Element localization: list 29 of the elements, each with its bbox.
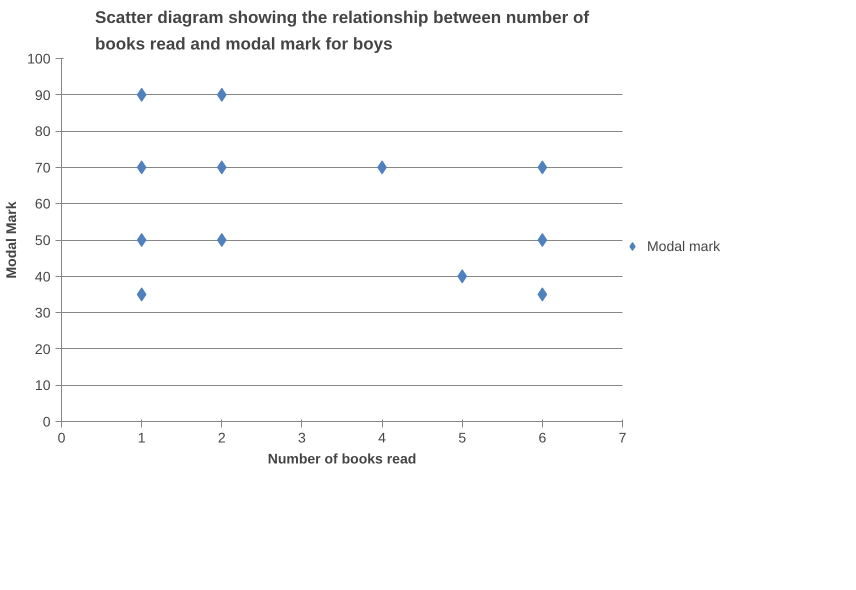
- point: [216, 160, 227, 174]
- y-axis-title: Modal Mark: [3, 201, 20, 279]
- x-axis-title: Number of books read: [268, 450, 416, 466]
- y-tick-label: 40: [34, 268, 51, 284]
- y-tick-label: 100: [27, 50, 51, 66]
- y-tick-label: 80: [34, 123, 51, 140]
- x-tick-label: 3: [298, 430, 306, 446]
- y-tick-label: 70: [34, 159, 51, 176]
- y-tick-label: 20: [34, 340, 51, 357]
- x-tick-label: 7: [618, 430, 627, 446]
- point: [538, 233, 548, 247]
- legend-label: Modal mark: [647, 238, 720, 254]
- point: [216, 88, 227, 102]
- x-tick-label: 6: [538, 430, 546, 446]
- y-tick-label: 60: [34, 196, 51, 212]
- point: [216, 233, 227, 247]
- x-tick-label: 4: [378, 430, 386, 446]
- y-tick-label: 30: [34, 304, 51, 321]
- y-tick-label: 50: [34, 232, 51, 248]
- x-tick-label: 1: [138, 430, 146, 446]
- y-tick-label: 0: [42, 414, 51, 430]
- point: [457, 269, 468, 284]
- x-tick-label: 2: [218, 430, 226, 446]
- chart-title: Scatter diagram showing the relationship between number of books read and modal mark for boys: [94, 8, 590, 54]
- x-tick-label: 0: [58, 430, 66, 446]
- x-tick-label: 5: [458, 430, 466, 446]
- point: [136, 233, 146, 247]
- y-tick-label: 10: [34, 377, 51, 394]
- y-tick-label: 90: [34, 86, 51, 103]
